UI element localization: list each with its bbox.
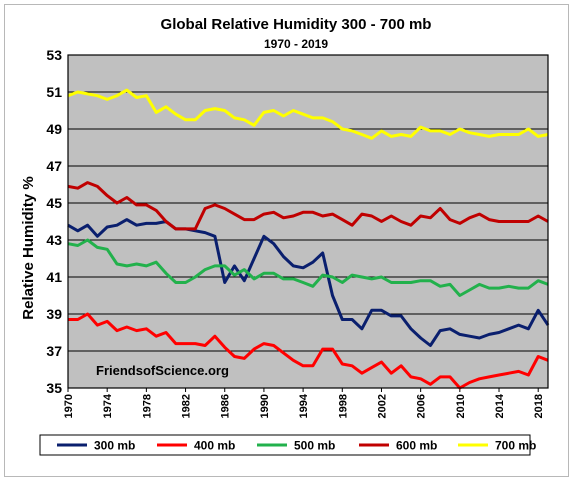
- plot-border: [67, 54, 549, 389]
- x-tick-label: 2014: [494, 393, 506, 418]
- y-tick-label: 37: [46, 343, 62, 359]
- y-tick-label: 53: [46, 47, 62, 63]
- x-tick-label: 2010: [455, 394, 467, 418]
- series-line: [67, 218, 550, 347]
- y-tick-label: 45: [46, 195, 62, 211]
- legend-label: 600 mb: [396, 439, 437, 453]
- y-tick-label: 39: [46, 306, 62, 322]
- legend-label: 700 mb: [495, 439, 536, 453]
- chart-title: Global Relative Humidity 300 - 700 mb: [161, 16, 432, 33]
- x-tick-label: 1990: [259, 394, 271, 418]
- series-line: [67, 88, 549, 140]
- chart-subtitle: 1970 - 2019: [264, 37, 328, 51]
- x-tick-label: 1970: [63, 394, 75, 418]
- plot-background: [68, 55, 548, 388]
- legend-label: 500 mb: [294, 439, 335, 453]
- y-tick-label: 49: [46, 121, 62, 137]
- x-tick-label: 1982: [181, 394, 193, 418]
- legend-label: 300 mb: [94, 439, 135, 453]
- plot-area: 35 37 39 41 43 45 47 49 51 53 1970 1974 1978 1982 1986…: [46, 47, 550, 418]
- x-tick-label: 1974: [102, 393, 114, 418]
- legend-label: 400 mb: [194, 439, 235, 453]
- x-tick-label: 2018: [533, 394, 545, 418]
- x-tick-label: 1986: [220, 394, 232, 418]
- x-tick-label: 1978: [141, 394, 153, 418]
- series-line: [68, 312, 549, 390]
- x-tick-label: 2002: [376, 394, 388, 418]
- y-tick-label: 47: [46, 158, 62, 174]
- x-tick-label: 1998: [337, 394, 349, 418]
- y-tick-label: 43: [46, 232, 62, 248]
- series-line: [67, 181, 549, 231]
- watermark-annotation: FriendsofScience.org: [96, 363, 229, 378]
- series-line: [67, 238, 549, 297]
- chart-legend: 300 mb 400 mb 500 mb 600 mb 700 mb: [39, 434, 536, 456]
- y-axis-label: Relative Humidity %: [20, 176, 37, 319]
- x-tick-label: 1994: [298, 393, 310, 418]
- y-tick-label: 51: [46, 84, 62, 100]
- x-tick-label: 2006: [416, 394, 428, 418]
- y-tick-label: 41: [46, 269, 62, 285]
- y-tick-label: 35: [46, 380, 62, 396]
